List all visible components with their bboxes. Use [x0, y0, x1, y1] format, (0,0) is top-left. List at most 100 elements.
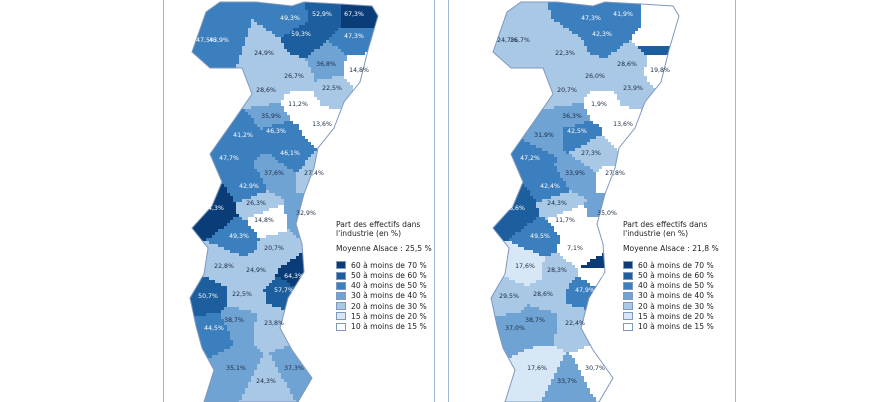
region-value-label: 22,5% — [322, 85, 342, 92]
region-15 — [245, 103, 290, 130]
legend-label: 50 à moins de 60 % — [638, 271, 714, 281]
legend-label: 30 à moins de 40 % — [351, 291, 427, 301]
region-33 — [227, 277, 266, 313]
legend-label: 20 à moins de 30 % — [351, 301, 427, 311]
legend-row: 30 à moins de 40 % — [336, 291, 446, 301]
region-28 — [206, 217, 260, 256]
legend-row: 15 à moins de 20 % — [336, 311, 446, 321]
legend-swatch — [623, 312, 633, 321]
region-12 — [344, 52, 378, 121]
region-value-label: 59,3% — [291, 31, 311, 38]
region-value-label: 35,9% — [261, 113, 281, 120]
legend-swatch — [336, 261, 346, 270]
region-value-label: 26,7% — [284, 73, 304, 80]
legend-left: Part des effectifs dans l'industrie (en … — [336, 220, 446, 332]
region-value-label: 27,4% — [304, 170, 324, 177]
region-value-label: 57,9% — [645, 11, 665, 18]
region-value-label: 23,8% — [264, 320, 284, 327]
region-17 — [260, 121, 302, 154]
map-panel-right: 24,7% 47,3% 41,9% 57,9% 26,7% 55,3% 42,3% 22,3%… — [448, 0, 736, 402]
region-19 — [269, 136, 317, 172]
region-value-label: 1,9% — [591, 101, 607, 108]
region-40 — [491, 346, 566, 402]
region-value-label: 31,9% — [534, 132, 554, 139]
region-value-label: 42,4% — [540, 183, 560, 190]
region-value-label: 11,2% — [288, 101, 308, 108]
region-8 — [536, 22, 590, 73]
legend-label: 10 à moins de 15 % — [638, 321, 714, 331]
region-value-label: 41,2% — [233, 132, 253, 139]
region-value-label: 35,1% — [226, 365, 246, 372]
region-value-label: 41,9% — [613, 11, 633, 18]
region-7 — [581, 22, 629, 58]
region-value-label: 23,9% — [623, 85, 643, 92]
region-6 — [329, 28, 378, 55]
legend-row: 30 à moins de 40 % — [623, 291, 733, 301]
legend-swatch — [336, 281, 346, 290]
region-17 — [563, 121, 602, 154]
legend-label: 30 à moins de 40 % — [638, 291, 714, 301]
region-value-label: 49,3% — [280, 15, 300, 22]
region-value-label: 42,3% — [592, 31, 612, 38]
region-29 — [557, 229, 611, 268]
region-value-label: 50,7% — [198, 293, 218, 300]
region-value-label: 11,7% — [555, 217, 575, 224]
region-14 — [584, 91, 620, 127]
region-value-label: 29,5% — [499, 293, 519, 300]
region-15 — [548, 103, 590, 130]
region-38 — [254, 304, 338, 352]
region-value-label: 33,9% — [565, 170, 585, 177]
legend-swatch — [623, 302, 633, 311]
legend-row: 20 à moins de 30 % — [336, 301, 446, 311]
region-29 — [254, 229, 311, 268]
legend-label: 50 à moins de 60 % — [351, 271, 427, 281]
region-value-label: 27,3% — [581, 150, 601, 157]
region-19 — [569, 136, 617, 172]
region-value-label: 64,3% — [284, 273, 304, 280]
legend-title: Part des effectifs dans l'industrie (en … — [623, 220, 708, 239]
region-value-label: 24,3% — [256, 378, 276, 385]
region-26 — [248, 205, 287, 238]
region-value-label: 24,7% — [497, 37, 517, 44]
region-value-label: 47,3% — [344, 33, 364, 40]
region-30 — [491, 241, 545, 286]
legend-swatch — [623, 271, 633, 280]
region-24 — [236, 190, 284, 220]
region-value-label: 26,3% — [246, 200, 266, 207]
region-value-label: 52,9% — [312, 11, 332, 18]
region-value-label: 19,8% — [650, 67, 670, 74]
region-value-label: 36,8% — [316, 61, 336, 68]
region-16 — [299, 106, 378, 157]
legend-swatch — [336, 302, 346, 311]
region-value-label: 17,6% — [527, 365, 547, 372]
region-value-label: 28,3% — [547, 267, 567, 274]
region-value-label: 37,6% — [264, 170, 284, 177]
region-7 — [281, 22, 326, 58]
region-1 — [190, 2, 215, 100]
region-34 — [491, 271, 527, 316]
map-panel-left: 47,5% 49,3% 52,9% 67,3% 43,9% 47,3% 59,3% 24,9%… — [163, 0, 435, 402]
legend-row: 10 à moins de 15 % — [623, 321, 733, 331]
region-31 — [242, 253, 278, 289]
region-9 — [608, 40, 647, 79]
legend-row: 60 à moins de 70 % — [623, 260, 733, 270]
region-value-label: 14,8% — [349, 67, 369, 74]
legend-swatch — [623, 291, 633, 300]
legend-row: 20 à moins de 30 % — [623, 301, 733, 311]
region-value-label: 42,5% — [567, 128, 587, 135]
region-value-label: 42,9% — [239, 183, 259, 190]
region-21 — [254, 154, 296, 199]
region-value-label: 49,5% — [530, 233, 550, 240]
legend-row: 50 à moins de 60 % — [336, 271, 446, 281]
region-value-label: 36,3% — [562, 113, 582, 120]
legend-classes: 60 à moins de 70 % 50 à moins de 60 % 40 à… — [336, 260, 446, 331]
region-value-label: 26,0% — [585, 73, 605, 80]
legend-swatch — [623, 322, 633, 331]
region-37 — [221, 307, 257, 346]
legend-swatch — [336, 322, 346, 331]
legend-right: Part des effectifs dans l'industrie (en … — [623, 220, 733, 332]
alsace-outline — [490, 1, 680, 402]
choropleth-map-left: 47,5% 49,3% 52,9% 67,3% 43,9% 47,3% 59,3% 24,9%… — [189, 1, 379, 402]
region-37 — [521, 304, 557, 346]
region-value-label: 28,6% — [617, 61, 637, 68]
